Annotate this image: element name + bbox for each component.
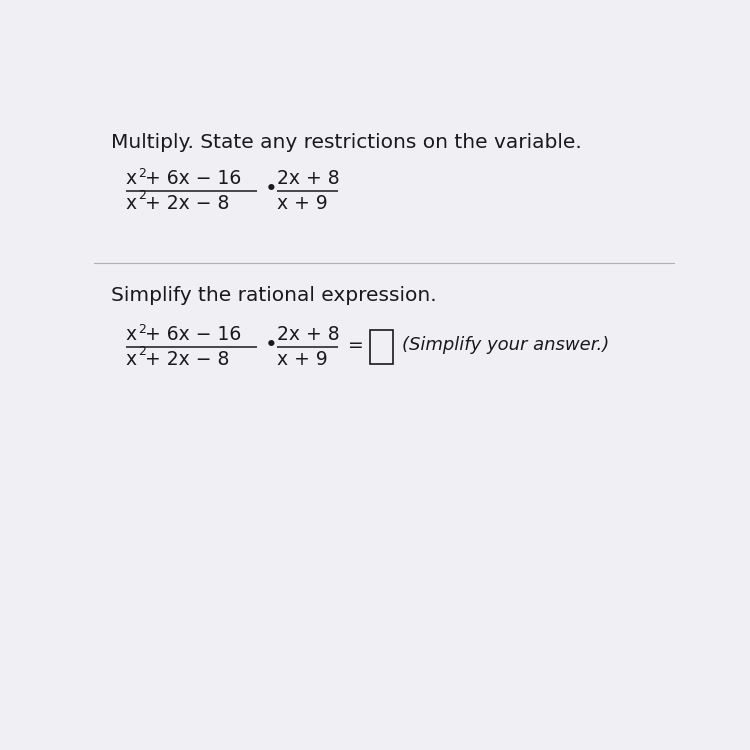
Text: 2x + 8: 2x + 8 [277, 325, 340, 344]
Text: 2: 2 [139, 323, 146, 336]
Text: + 6x − 16: + 6x − 16 [146, 169, 242, 188]
Text: x: x [126, 350, 136, 369]
Text: x + 9: x + 9 [277, 350, 328, 369]
Text: + 2x − 8: + 2x − 8 [146, 350, 230, 369]
Bar [370, 330, 392, 364]
Text: •: • [266, 179, 278, 200]
Text: + 6x − 16: + 6x − 16 [146, 325, 242, 344]
Text: 2: 2 [139, 344, 146, 358]
Text: 2x + 8: 2x + 8 [277, 169, 340, 188]
Text: 2: 2 [139, 167, 146, 180]
Text: Multiply. State any restrictions on the variable.: Multiply. State any restrictions on the … [111, 134, 582, 152]
Text: x + 9: x + 9 [277, 194, 328, 213]
Text: + 2x − 8: + 2x − 8 [146, 194, 230, 213]
Text: •: • [266, 335, 278, 356]
Text: =: = [348, 336, 364, 355]
Text: x: x [126, 325, 136, 344]
Text: Simplify the rational expression.: Simplify the rational expression. [111, 286, 436, 305]
Text: x: x [126, 169, 136, 188]
Text: 2: 2 [139, 188, 146, 202]
Text: (Simplify your answer.): (Simplify your answer.) [402, 336, 609, 354]
Text: x: x [126, 194, 136, 213]
